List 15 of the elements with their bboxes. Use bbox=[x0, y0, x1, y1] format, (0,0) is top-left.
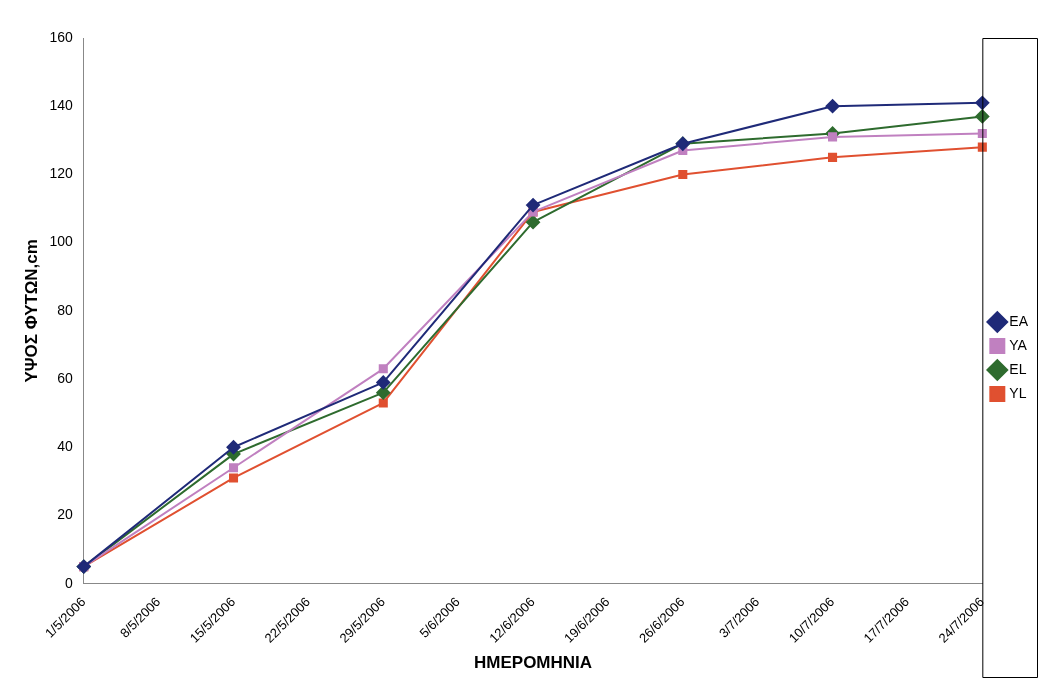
y-tick-label: 80 bbox=[57, 301, 73, 318]
y-tick-label: 40 bbox=[57, 438, 73, 455]
legend-label: EL bbox=[1009, 360, 1027, 377]
legend-label: YA bbox=[1009, 336, 1028, 353]
y-tick-label: 20 bbox=[57, 506, 73, 523]
y-tick-label: 120 bbox=[49, 165, 73, 182]
y-tick-label: 100 bbox=[49, 233, 73, 250]
legend-label: EA bbox=[1009, 312, 1029, 329]
y-tick-label: 60 bbox=[57, 369, 73, 386]
legend-label: YL bbox=[1009, 384, 1027, 401]
y-tick-label: 160 bbox=[49, 28, 73, 45]
y-tick-label: 0 bbox=[64, 574, 73, 591]
y-axis-title: ΥΨΟΣ ΦΥΤΩΝ,cm bbox=[21, 239, 41, 383]
y-tick-label: 140 bbox=[49, 97, 73, 114]
x-axis-title: ΗΜΕΡΟΜΗΝΙΑ bbox=[474, 653, 593, 673]
